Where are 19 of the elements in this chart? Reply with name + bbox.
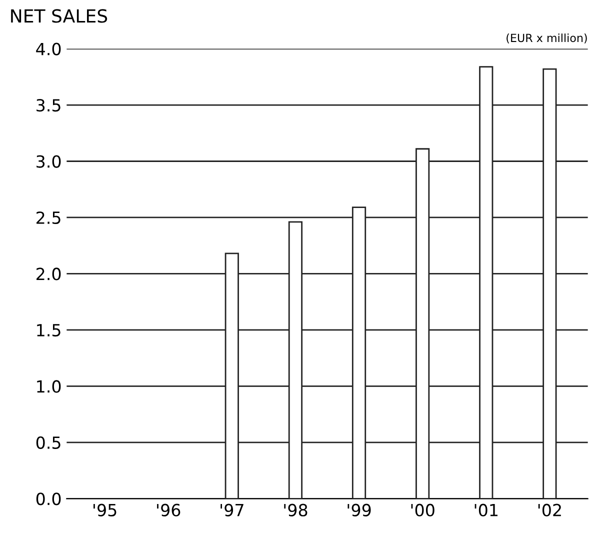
x-tick-label: '98 — [284, 504, 308, 516]
x-tick-label: '00 — [411, 504, 434, 516]
y-tick-label: 1.5 — [37, 324, 60, 337]
y-tick-label: 3.5 — [36, 98, 60, 112]
x-tick-label: '97 — [220, 504, 244, 516]
text: (EUR x million) — [506, 34, 587, 44]
chart-title: NET SALES — [11, 9, 108, 23]
y-tick-label: 1.0 — [37, 380, 61, 393]
y-tick-label: 2.5 — [36, 211, 60, 224]
x-tick-label: '01 — [474, 504, 498, 516]
x-tick-label: '95 — [94, 504, 116, 516]
x-tick-label: '99 — [348, 504, 371, 516]
x-tick-label: '02 — [538, 504, 561, 516]
y-tick-label: 2.0 — [36, 268, 61, 280]
y-tick-label: 0.5 — [36, 436, 60, 449]
y-tick-label: 0.0 — [36, 492, 61, 506]
y-tick-label: 3.0 — [36, 155, 61, 168]
x-tick-label: '96 — [157, 504, 180, 516]
y-tick-label: 4.0 — [36, 42, 61, 56]
